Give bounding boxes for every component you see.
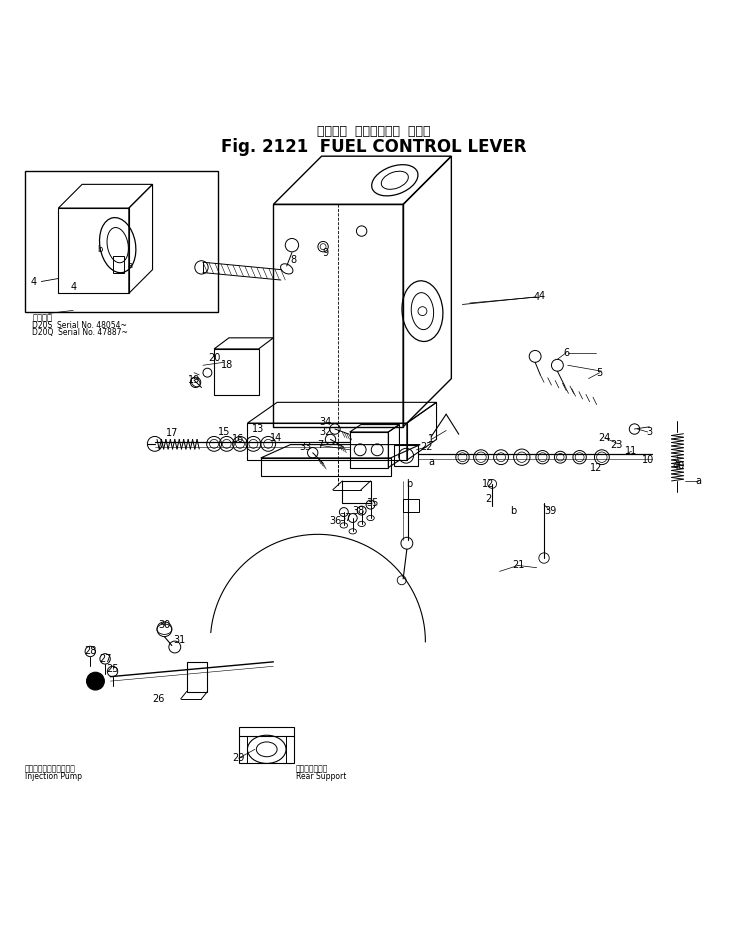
Text: 40: 40 xyxy=(673,461,685,471)
Text: Fig. 2121  FUEL CONTROL LEVER: Fig. 2121 FUEL CONTROL LEVER xyxy=(221,138,526,156)
Text: b: b xyxy=(406,479,412,489)
Circle shape xyxy=(87,673,105,690)
Text: Rear Support: Rear Support xyxy=(296,771,346,781)
Bar xyxy=(187,662,208,692)
Text: 21: 21 xyxy=(512,560,524,570)
Text: Injection Pump: Injection Pump xyxy=(25,771,82,781)
Text: 26: 26 xyxy=(152,694,164,704)
Text: 35: 35 xyxy=(366,498,378,508)
Bar xyxy=(261,458,391,477)
Bar xyxy=(273,204,403,427)
Text: 28: 28 xyxy=(84,646,96,656)
Text: 22: 22 xyxy=(421,442,433,452)
Text: 34: 34 xyxy=(319,417,332,427)
Text: 30: 30 xyxy=(158,619,170,630)
Text: 8: 8 xyxy=(291,255,297,265)
Bar xyxy=(58,208,128,294)
Text: 3: 3 xyxy=(646,427,652,437)
Text: 1: 1 xyxy=(428,434,435,445)
Text: 32: 32 xyxy=(319,427,332,437)
Bar xyxy=(247,423,407,460)
Text: 20: 20 xyxy=(208,352,220,363)
Text: 4: 4 xyxy=(70,281,76,292)
Text: 15: 15 xyxy=(217,427,230,437)
Bar xyxy=(113,256,124,273)
Bar xyxy=(238,727,294,763)
Text: b: b xyxy=(98,245,103,254)
Text: インジェクションポンプ: インジェクションポンプ xyxy=(25,764,76,773)
Text: a: a xyxy=(127,260,132,270)
Text: 36: 36 xyxy=(329,516,341,526)
Text: 12: 12 xyxy=(589,463,602,472)
Text: 37: 37 xyxy=(339,513,352,523)
Text: 27: 27 xyxy=(99,654,111,664)
Text: 16: 16 xyxy=(232,434,245,445)
Text: 12: 12 xyxy=(483,479,495,489)
Text: 18: 18 xyxy=(220,360,233,370)
Text: a: a xyxy=(695,476,701,486)
Bar xyxy=(214,349,258,395)
Text: 2: 2 xyxy=(486,494,492,504)
Text: 29: 29 xyxy=(232,753,245,763)
Text: 39: 39 xyxy=(544,505,556,516)
Text: 適用号機: 適用号機 xyxy=(32,314,52,322)
Text: 13: 13 xyxy=(252,424,264,434)
Text: リヤーサポート: リヤーサポート xyxy=(296,764,328,773)
Bar xyxy=(342,481,371,504)
Text: 19: 19 xyxy=(188,375,200,385)
Text: 38: 38 xyxy=(353,505,365,516)
Bar xyxy=(25,171,218,312)
Text: 31: 31 xyxy=(173,635,185,645)
Text: 4: 4 xyxy=(31,277,37,287)
Text: 4: 4 xyxy=(533,292,539,302)
Bar xyxy=(394,446,418,466)
Text: 5: 5 xyxy=(597,368,603,378)
Text: 17: 17 xyxy=(166,428,178,439)
Text: a: a xyxy=(428,457,434,466)
Text: 4: 4 xyxy=(538,291,545,300)
Text: 9: 9 xyxy=(322,248,329,257)
Text: 24: 24 xyxy=(598,433,611,443)
Text: 23: 23 xyxy=(610,441,623,450)
Text: D20Q  Serial No. 47887~: D20Q Serial No. 47887~ xyxy=(32,328,128,337)
Bar xyxy=(350,432,388,467)
Text: D20S  Serial No. 48054~: D20S Serial No. 48054~ xyxy=(32,321,127,330)
Text: 6: 6 xyxy=(563,348,569,357)
Text: b: b xyxy=(509,505,516,516)
Text: 33: 33 xyxy=(299,442,311,452)
Text: 14: 14 xyxy=(270,433,282,443)
Text: 7: 7 xyxy=(317,441,323,450)
Text: 11: 11 xyxy=(625,446,638,456)
Text: 10: 10 xyxy=(642,455,654,465)
Text: 25: 25 xyxy=(106,664,119,674)
Bar xyxy=(403,499,420,512)
Text: フュエル  コントロール  レバー: フュエル コントロール レバー xyxy=(317,125,430,138)
